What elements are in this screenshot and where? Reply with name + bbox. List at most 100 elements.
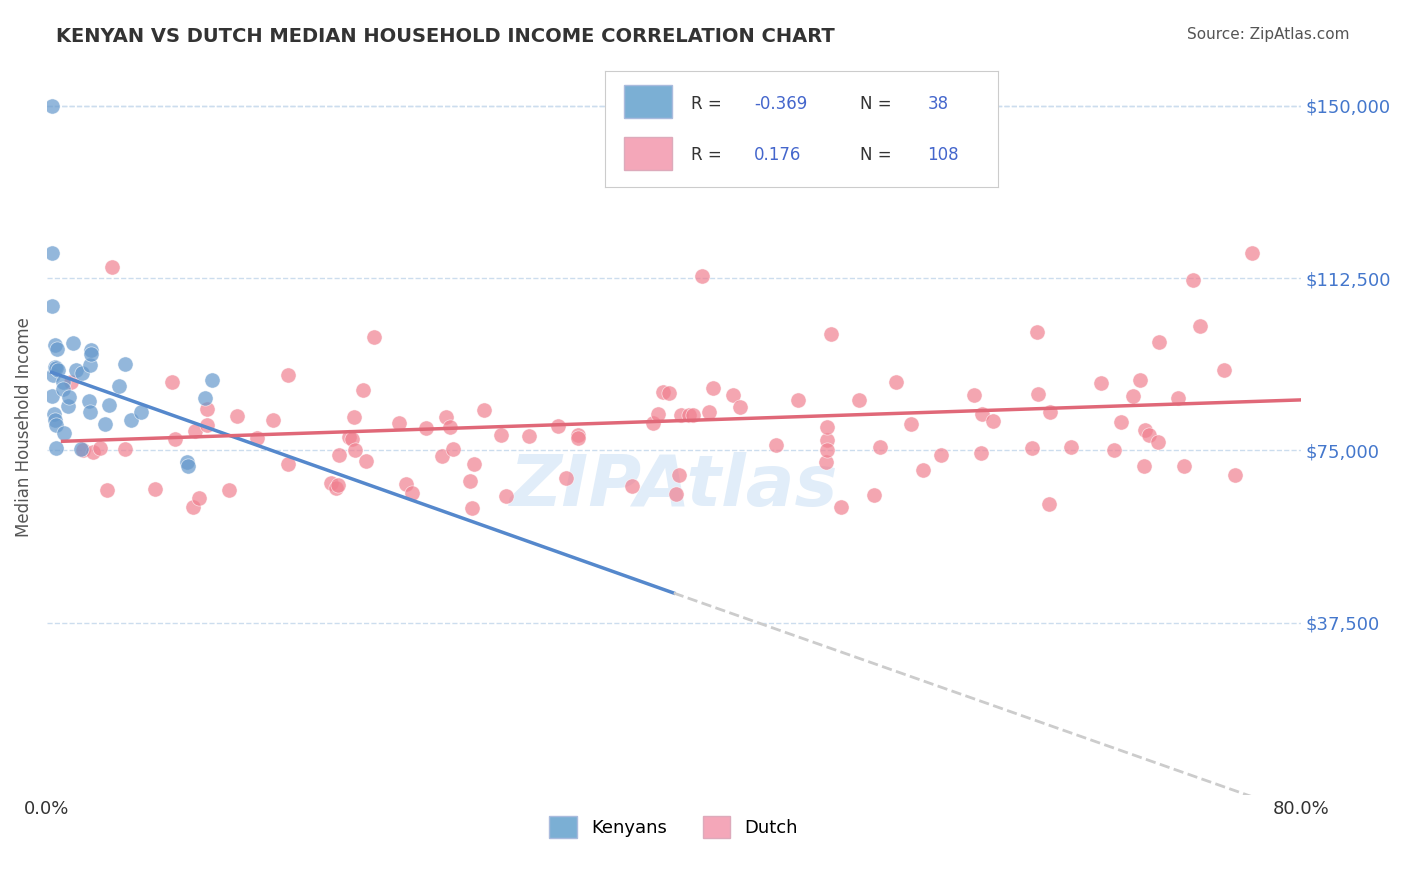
Text: N =: N =: [860, 95, 891, 112]
Point: [830, 500, 852, 514]
Point: [547, 418, 569, 433]
Point: [1213, 363, 1236, 377]
Point: [1225, 467, 1247, 482]
Point: [145, 482, 167, 496]
Point: [434, 410, 457, 425]
Point: [195, 402, 218, 417]
Point: [177, 459, 200, 474]
Point: [1038, 497, 1060, 511]
Point: [395, 477, 418, 491]
Point: [59, 375, 82, 389]
Point: [188, 491, 211, 505]
Point: [669, 408, 692, 422]
Point: [120, 412, 142, 426]
Point: [194, 391, 217, 405]
Point: [195, 417, 218, 432]
Point: [697, 404, 720, 418]
Point: [458, 474, 481, 488]
Point: [912, 463, 935, 477]
Point: [226, 409, 249, 423]
Text: Source: ZipAtlas.com: Source: ZipAtlas.com: [1187, 27, 1350, 42]
Text: R =: R =: [692, 95, 727, 112]
Point: [246, 431, 269, 445]
Point: [65, 363, 87, 377]
Point: [1039, 405, 1062, 419]
Point: [176, 455, 198, 469]
Point: [181, 500, 204, 515]
Point: [97, 399, 120, 413]
Point: [262, 413, 284, 427]
Point: [72, 443, 94, 458]
Point: [1129, 373, 1152, 387]
Point: [1240, 245, 1263, 260]
Point: [815, 433, 838, 447]
Point: [326, 478, 349, 492]
Point: [184, 424, 207, 438]
Point: [690, 268, 713, 283]
Point: [79, 358, 101, 372]
Point: [319, 475, 342, 490]
Y-axis label: Median Household Income: Median Household Income: [15, 318, 32, 538]
Point: [820, 326, 842, 341]
Point: [1135, 423, 1157, 437]
Point: [862, 488, 884, 502]
Point: [1109, 415, 1132, 429]
Point: [77, 394, 100, 409]
Point: [1137, 428, 1160, 442]
Text: -0.369: -0.369: [754, 95, 807, 112]
Point: [970, 407, 993, 421]
Point: [82, 445, 104, 459]
Point: [41, 389, 63, 403]
Point: [567, 427, 589, 442]
Point: [415, 420, 437, 434]
Point: [1189, 318, 1212, 333]
Point: [363, 330, 385, 344]
Point: [463, 457, 485, 471]
Point: [1181, 273, 1204, 287]
Point: [46, 363, 69, 377]
Point: [555, 471, 578, 485]
Point: [277, 368, 299, 383]
Point: [1167, 391, 1189, 405]
Point: [58, 400, 80, 414]
Point: [439, 420, 461, 434]
Point: [728, 400, 751, 414]
Point: [41, 98, 63, 112]
Text: N =: N =: [860, 146, 891, 164]
Text: 38: 38: [928, 95, 949, 112]
Point: [787, 392, 810, 407]
Point: [114, 442, 136, 456]
Point: [42, 368, 65, 382]
Point: [869, 440, 891, 454]
Point: [80, 347, 103, 361]
Point: [352, 383, 374, 397]
Point: [815, 443, 838, 458]
Point: [44, 338, 66, 352]
Point: [1026, 387, 1049, 401]
Point: [621, 479, 644, 493]
Point: [460, 501, 482, 516]
Point: [41, 245, 63, 260]
Point: [45, 441, 67, 455]
Point: [69, 442, 91, 457]
Point: [52, 425, 75, 440]
Text: 0.176: 0.176: [754, 146, 801, 164]
Point: [114, 357, 136, 371]
Point: [517, 429, 540, 443]
Point: [643, 416, 665, 430]
Point: [343, 409, 366, 424]
Point: [1122, 388, 1144, 402]
Point: [44, 413, 66, 427]
Point: [340, 433, 363, 447]
Point: [1090, 376, 1112, 390]
Bar: [624, 86, 672, 118]
Point: [430, 449, 453, 463]
Point: [343, 443, 366, 458]
Point: [702, 381, 724, 395]
Point: [1147, 335, 1170, 350]
Point: [678, 408, 700, 422]
Point: [658, 386, 681, 401]
Point: [651, 385, 673, 400]
Point: [45, 417, 67, 432]
Point: [80, 343, 103, 357]
